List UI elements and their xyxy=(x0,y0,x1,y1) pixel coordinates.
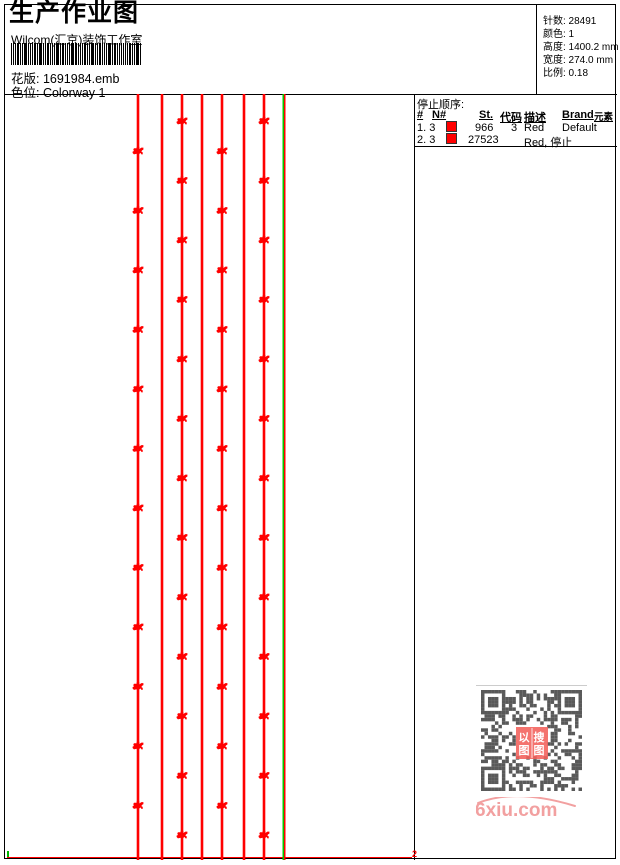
svg-text:搜: 搜 xyxy=(534,730,546,744)
svg-text:图: 图 xyxy=(534,744,545,757)
svg-text:以: 以 xyxy=(519,731,530,744)
svg-text:图: 图 xyxy=(519,744,530,757)
svg-text:6xiu.com: 6xiu.com xyxy=(476,800,557,819)
